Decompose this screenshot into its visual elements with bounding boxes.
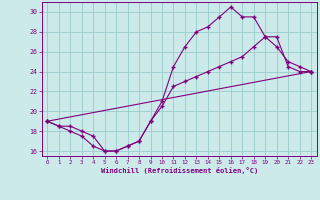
X-axis label: Windchill (Refroidissement éolien,°C): Windchill (Refroidissement éolien,°C) [100,167,258,174]
